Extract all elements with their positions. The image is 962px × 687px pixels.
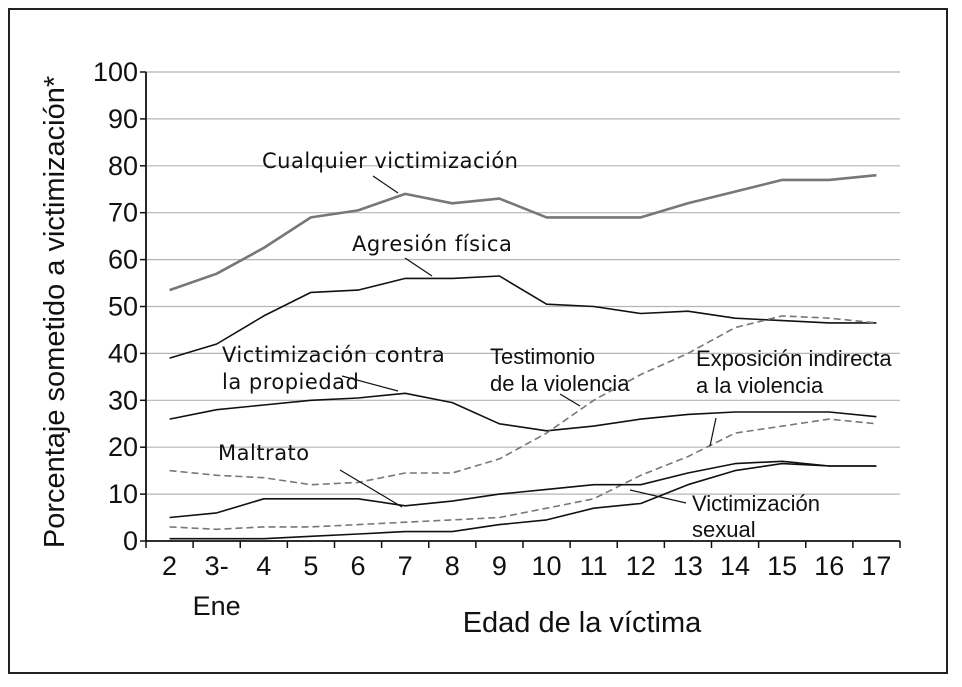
x-tick-label: 16 (814, 551, 844, 581)
series-line (169, 392, 877, 432)
y-axis-label: Porcentaje sometido a victimización* (39, 76, 71, 548)
y-tick-label: 70 (108, 198, 138, 228)
x-tick-label: 17 (861, 551, 891, 581)
x-tick-label: 13 (673, 551, 703, 581)
y-tick-label: 100 (93, 57, 138, 87)
x-tick-label: 5 (303, 551, 318, 581)
annotations: Cualquier victimización Agresión física Vi… (218, 149, 892, 542)
annotation-leader (404, 257, 433, 277)
series-line (169, 275, 877, 359)
annotation-label: Agresión física (352, 232, 512, 256)
series-line (169, 418, 877, 531)
annotation-leader (341, 375, 399, 392)
y-tick-label: 10 (108, 479, 138, 509)
y-tick-label: 0 (123, 526, 138, 556)
axes (140, 71, 901, 548)
x-tick-label: 9 (492, 551, 507, 581)
x-tick-label: 6 (351, 551, 366, 581)
tick-labels: 0 10 20 30 40 50 60 70 80 90 100 2 3- Ene 4 5 6 7 8 9 10 11 12… (93, 57, 892, 621)
annotation-label: de la violencia (490, 371, 630, 396)
x-tick-label: 8 (445, 551, 460, 581)
series-line (169, 460, 877, 519)
annotation-label: Exposición indirecta (696, 346, 892, 371)
x-tick-label: 15 (767, 551, 797, 581)
x-tick-label: 4 (256, 551, 271, 581)
y-tick-label: 30 (108, 385, 138, 415)
y-tick-label: 50 (108, 292, 138, 322)
annotation-leader (629, 489, 687, 504)
x-tick-label: 3- (205, 551, 229, 581)
y-tick-label: 90 (108, 104, 138, 134)
annotation-leader (709, 417, 717, 447)
grid-lines (146, 71, 900, 495)
y-tick-label: 20 (108, 432, 138, 462)
annotation-label: Maltrato (218, 441, 310, 465)
y-tick-label: 60 (108, 245, 138, 275)
annotation-label: sexual (692, 517, 756, 542)
x-tick-label: 10 (532, 551, 562, 581)
y-tick-label: 80 (108, 151, 138, 181)
x-tick-sublabel: Ene (193, 591, 241, 621)
x-tick-label: 12 (626, 551, 656, 581)
x-tick-label: 2 (162, 551, 177, 581)
annotation-leader (559, 393, 581, 407)
x-tick-label: 7 (398, 551, 413, 581)
series-line (169, 462, 877, 540)
annotation-label: a la violencia (696, 373, 824, 398)
series-lines (169, 173, 877, 540)
series-line (169, 173, 877, 292)
x-axis-label: Edad de la víctima (463, 607, 702, 639)
annotation-label: Testimonio (490, 344, 595, 369)
x-tick-label: 11 (580, 551, 608, 581)
y-tick-label: 40 (108, 338, 138, 368)
annotation-leader (372, 175, 399, 194)
x-tick-label: 14 (720, 551, 750, 581)
annotation-label: Victimización contra (222, 343, 445, 367)
annotation-label: Victimización (692, 491, 820, 516)
series-line (169, 315, 877, 486)
annotation-leader (339, 469, 403, 508)
annotation-label: la propiedad (222, 370, 359, 394)
annotation-label: Cualquier victimización (262, 149, 518, 173)
